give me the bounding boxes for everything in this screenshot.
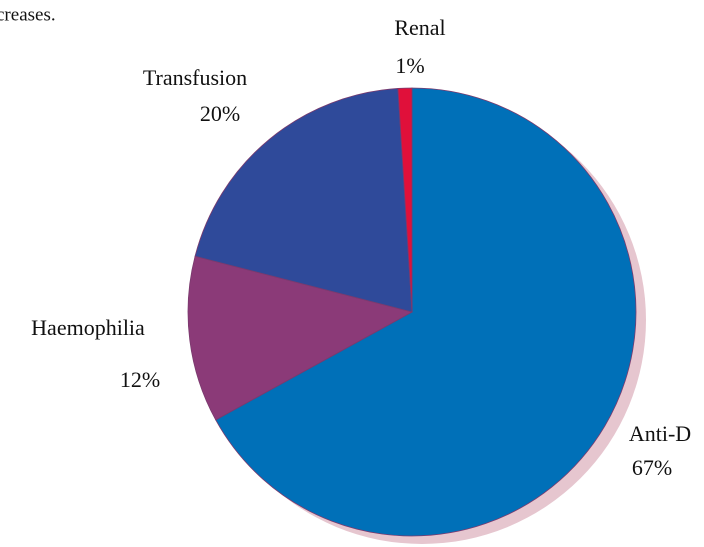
slice-value-label: 20% — [200, 101, 240, 126]
slice-label: Anti-D — [629, 421, 691, 446]
slice-label: Haemophilia — [31, 315, 145, 340]
slice-label: Renal — [394, 15, 445, 40]
slice-value-label: 12% — [120, 367, 160, 392]
slice-label: Transfusion — [143, 65, 247, 90]
slice-value-label: 1% — [395, 53, 424, 78]
subtitle: creases. — [0, 4, 56, 25]
pie-slice — [215, 87, 637, 537]
slice-value-label: 67% — [632, 455, 672, 480]
pie-slice — [397, 87, 413, 313]
pie-slice — [194, 88, 413, 313]
pie-slice — [187, 255, 414, 421]
